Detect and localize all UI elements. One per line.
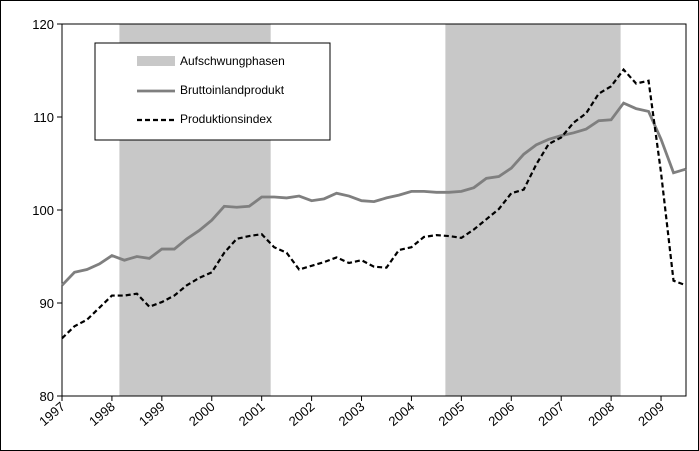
series-line xyxy=(60,101,687,287)
y-tick-label: 110 xyxy=(33,110,54,125)
y-tick-label: 80 xyxy=(40,389,54,404)
legend-swatch xyxy=(137,56,175,66)
legend: Aufschwungphasen Bruttoinlandprodukt Produ… xyxy=(94,42,331,141)
y-tick-label: 90 xyxy=(40,296,54,311)
legend-label: Produktionsindex xyxy=(180,112,272,126)
y-tick-label: 120 xyxy=(32,17,54,32)
y-tick-label: 100 xyxy=(32,203,54,218)
legend-label: Aufschwungphasen xyxy=(180,54,285,68)
shaded-range xyxy=(445,24,621,396)
legend-label: Bruttoinlandprodukt xyxy=(180,83,285,97)
series-line xyxy=(61,67,687,340)
legend-box xyxy=(94,42,331,141)
